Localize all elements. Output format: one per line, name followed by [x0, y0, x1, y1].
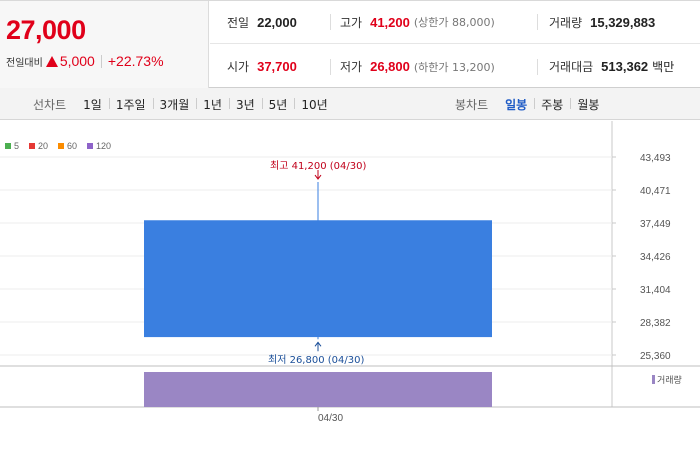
stat-value: 513,362	[601, 59, 649, 74]
change-row: 전일대비 5,000 +22.73%	[6, 53, 164, 69]
stat-value: 22,000	[257, 14, 297, 30]
high-annotation: 최고 41,200 (04/30)	[270, 157, 366, 172]
up-triangle-icon	[45, 55, 58, 67]
volume-bar	[144, 372, 492, 407]
y-axis-ticks: 43,493 40,471 37,449 34,426 31,404 28,382 25,3…	[640, 153, 671, 362]
chart-canvas: 43,493 40,471 37,449 34,426 31,404 28,382 25,3…	[0, 121, 700, 411]
ma-legend-item[interactable]: 60	[58, 141, 77, 151]
candle-chart-title: 봉차트	[455, 97, 489, 112]
y-tick-label: 31,404	[640, 285, 671, 296]
y-tick-label: 43,493	[640, 153, 671, 164]
stats-row-2: 시가 37,700 저가 26,800 (하한가 13,200) 거래대금 51…	[210, 45, 700, 88]
lower-limit: (하한가 13,200)	[413, 60, 495, 74]
ma-legend-label: 60	[67, 141, 78, 151]
ma5-swatch	[5, 143, 11, 149]
candles	[144, 170, 492, 352]
stat-prev-close: 전일 22,000	[227, 14, 297, 30]
ma60-swatch	[58, 143, 65, 149]
volume-swatch	[652, 375, 655, 384]
ma-legend-label: 20	[38, 141, 49, 151]
candle-chart-periods: 봉차트 일봉 주봉 월봉	[455, 88, 606, 120]
low-annotation-text: 최저 26,800 (04/30)	[268, 355, 365, 366]
ma20-swatch	[29, 143, 36, 149]
ma-legend-item[interactable]: 20	[29, 141, 48, 151]
stat-label: 전일	[227, 15, 250, 30]
ma-legend-label: 5	[14, 141, 20, 151]
candle-weekly-button[interactable]: 주봉	[534, 96, 570, 113]
y-tick-label: 40,471	[640, 186, 671, 197]
ma120-swatch	[87, 143, 94, 149]
period-1y-button[interactable]: 1년	[196, 96, 229, 113]
value-unit: 백만	[652, 60, 675, 74]
y-tick-label: 25,360	[640, 351, 671, 362]
stat-volume: 거래량 15,329,883	[537, 14, 655, 30]
stat-label: 고가	[340, 15, 363, 30]
line-chart-title: 선차트	[33, 97, 67, 112]
stat-value: 15,329,883	[590, 14, 656, 30]
period-5y-button[interactable]: 5년	[261, 96, 295, 113]
stat-high: 고가 41,200 (상한가 88,000)	[330, 14, 495, 30]
ma-legend: 5 20 60 120	[5, 141, 121, 151]
change-amount: 5,000	[59, 53, 95, 69]
ma-legend-item[interactable]: 120	[87, 141, 111, 151]
stat-value: 37,700	[257, 59, 297, 74]
candle-body	[144, 220, 492, 338]
ma-legend-label: 120	[96, 141, 112, 151]
stat-label: 거래대금	[549, 60, 594, 74]
quote-panel: 27,000 전일대비 5,000 +22.73% 전일 22,000 고가 4…	[0, 0, 700, 88]
low-annotation: 최저 26,800 (04/30)	[268, 351, 364, 366]
period-1w-button[interactable]: 1주일	[108, 96, 153, 113]
stat-value: 26,800	[370, 59, 410, 74]
period-10y-button[interactable]: 10년	[294, 96, 334, 113]
volume-bars	[144, 372, 492, 411]
stats-row-1: 전일 22,000 고가 41,200 (상한가 88,000) 거래량 15,…	[210, 1, 700, 44]
stats-table: 전일 22,000 고가 41,200 (상한가 88,000) 거래량 15,…	[210, 1, 700, 88]
line-chart-periods: 선차트 1일 1주일 3개월 1년 3년 5년 10년	[33, 88, 335, 120]
stat-label: 시가	[227, 60, 250, 74]
stat-value: 41,200	[370, 14, 410, 30]
high-annotation-text: 최고 41,200 (04/30)	[270, 161, 367, 172]
candle-monthly-button[interactable]: 월봉	[570, 96, 606, 113]
volume-legend: 거래량	[652, 373, 682, 386]
change-label: 전일대비	[6, 57, 43, 69]
period-1d-button[interactable]: 1일	[83, 97, 102, 112]
stat-label: 저가	[340, 60, 363, 74]
stat-open: 시가 37,700	[227, 59, 297, 75]
y-tick-label: 37,449	[640, 219, 671, 230]
y-tick-label: 34,426	[640, 252, 671, 263]
divider	[100, 54, 102, 68]
price-box: 27,000 전일대비 5,000 +22.73%	[0, 1, 209, 88]
low-arrowhead-icon	[314, 341, 322, 347]
stat-label: 거래량	[549, 15, 583, 30]
stat-trade-value: 거래대금 513,362 백만	[537, 58, 675, 75]
period-3m-button[interactable]: 3개월	[152, 96, 197, 113]
candle-daily-button[interactable]: 일봉	[505, 97, 528, 112]
price-chart: 43,493 40,471 37,449 34,426 31,404 28,382 25,3…	[0, 121, 700, 450]
upper-limit: (상한가 88,000)	[413, 16, 495, 29]
current-price: 27,000	[6, 15, 86, 45]
volume-legend-label: 거래량	[657, 376, 682, 386]
ma-legend-item[interactable]: 5	[5, 141, 19, 151]
change-percent: +22.73%	[107, 53, 164, 69]
stat-low: 저가 26,800 (하한가 13,200)	[330, 58, 495, 75]
chart-toolbar: 선차트 1일 1주일 3개월 1년 3년 5년 10년 봉차트 일봉 주봉 월봉	[0, 88, 700, 120]
high-arrowhead-icon	[314, 174, 322, 180]
y-tick-label: 28,382	[640, 318, 671, 329]
x-axis-label: 04/30	[318, 413, 344, 424]
period-3y-button[interactable]: 3년	[228, 96, 262, 113]
